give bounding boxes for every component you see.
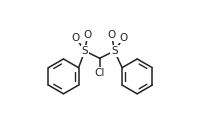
Text: O: O bbox=[108, 30, 116, 40]
Text: O: O bbox=[120, 33, 128, 42]
Text: S: S bbox=[111, 46, 118, 56]
Text: S: S bbox=[82, 46, 88, 56]
Text: O: O bbox=[72, 33, 80, 42]
Text: O: O bbox=[83, 30, 92, 40]
Text: Cl: Cl bbox=[95, 68, 105, 78]
